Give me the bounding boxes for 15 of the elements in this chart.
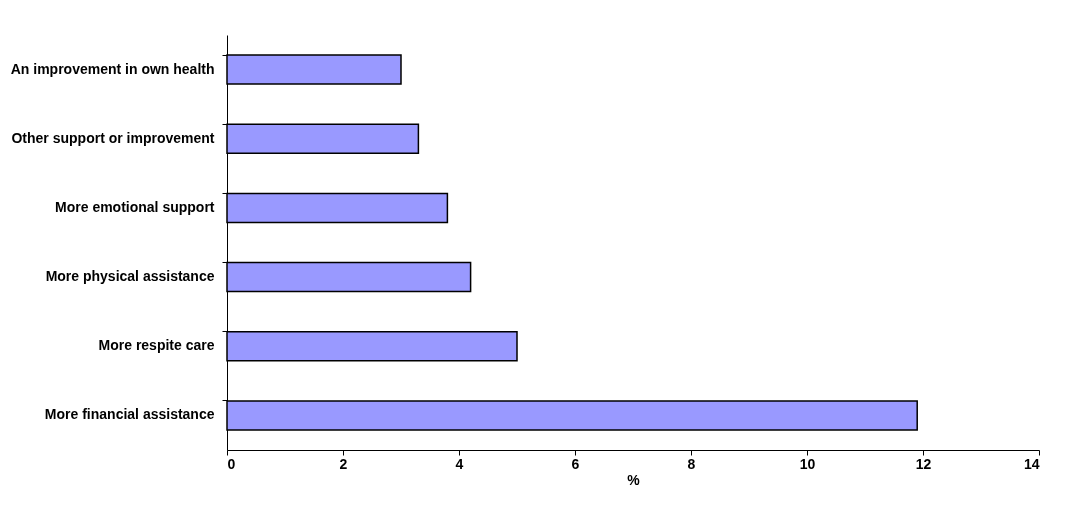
x-axis-title: % (627, 471, 641, 488)
x-tick-label: 6 (571, 455, 580, 472)
x-tick-label: 10 (799, 455, 816, 472)
y-tick-label: More physical assistance (45, 268, 215, 285)
y-tick-label: Other support or improvement (11, 129, 215, 146)
y-tick-label: More emotional support (55, 198, 215, 215)
y-tick-label: More respite care (98, 337, 215, 354)
y-tick-label: An improvement in own health (10, 60, 215, 77)
x-tick-label: 8 (687, 455, 696, 472)
x-tick-label: 12 (915, 455, 932, 472)
x-tick-label: 0 (227, 455, 236, 472)
y-tick-label: More financial assistance (44, 406, 215, 423)
x-tick-label: 4 (455, 455, 464, 472)
x-tick-label: 14 (1023, 455, 1040, 472)
x-tick-label: 2 (339, 455, 348, 472)
